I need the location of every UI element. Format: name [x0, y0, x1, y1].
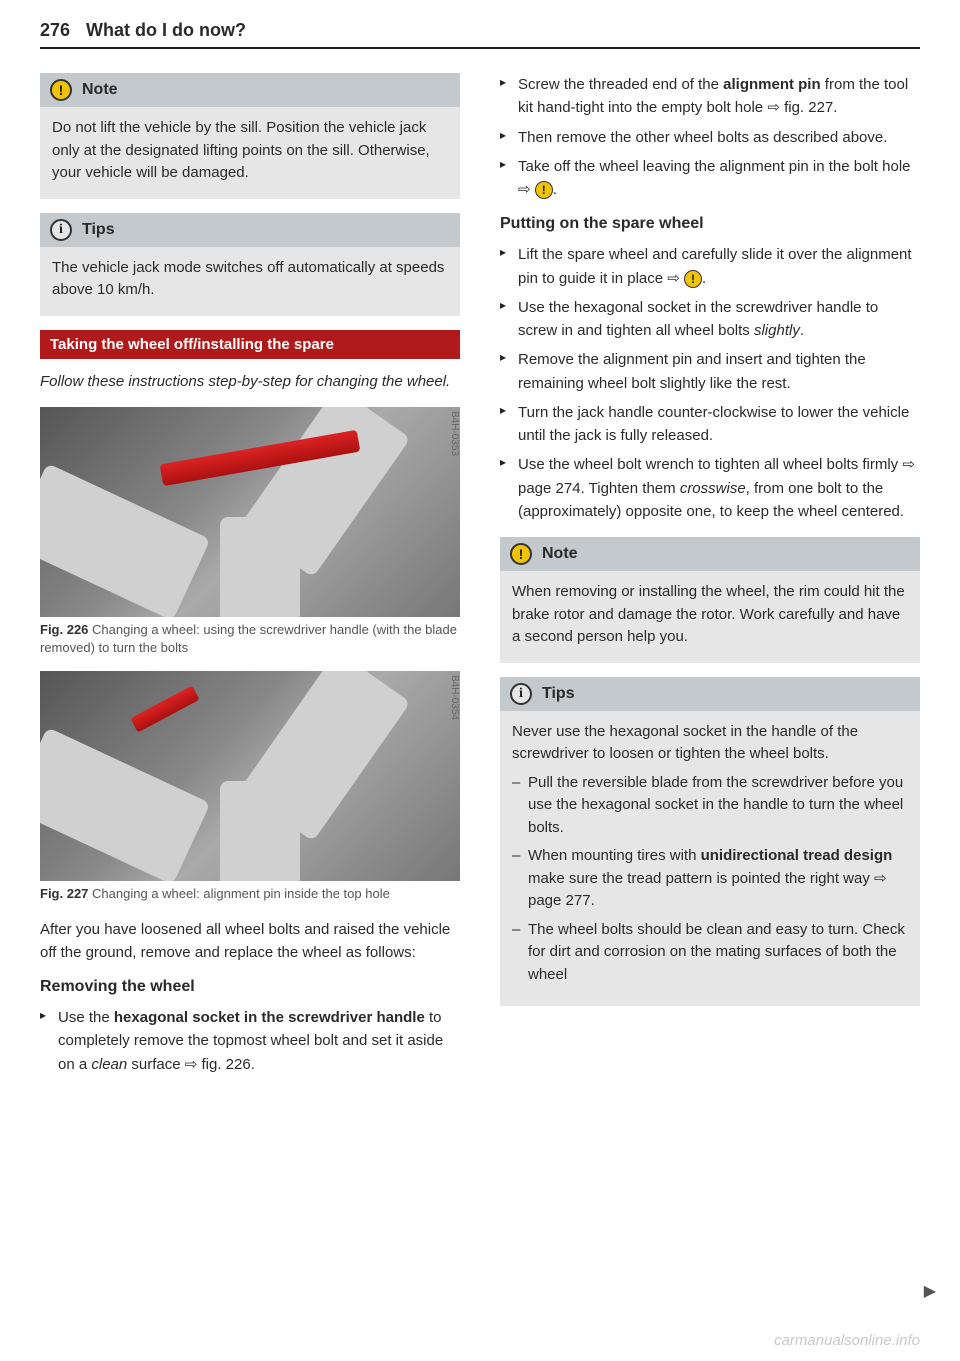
tips-dash-3: The wheel bolts should be clean and easy… — [512, 919, 908, 987]
text-bold: alignment pin — [723, 76, 821, 93]
left-column: ! Note Do not lift the vehicle by the si… — [40, 73, 460, 1090]
figure-226-code: B4H-0353 — [447, 407, 460, 460]
tips-box-1-body: The vehicle jack mode switches off autom… — [40, 247, 460, 306]
right-column: Screw the threaded end of the alignment … — [500, 73, 920, 1090]
tips-dash-2: When mounting tires with unidirectional … — [512, 845, 908, 913]
putting-step-5: Use the wheel bolt wrench to tighten all… — [500, 453, 920, 523]
warning-icon: ! — [510, 543, 532, 565]
note-box-2-header: ! Note — [500, 537, 920, 571]
putting-step-4: Turn the jack handle counter-clockwise t… — [500, 401, 920, 448]
removing-step-3: Then remove the other wheel bolts as des… — [500, 126, 920, 149]
tips-label: Tips — [542, 685, 575, 703]
text: surface — [127, 1056, 185, 1073]
text-italic: crosswise — [680, 480, 746, 497]
tips-box-1: i Tips The vehicle jack mode switches of… — [40, 213, 460, 316]
putting-step-3: Remove the alignment pin and insert and … — [500, 348, 920, 395]
figure-227-caption: Fig. 227 Changing a wheel: alignment pin… — [40, 885, 460, 903]
tips-dash-1: Pull the reversible blade from the screw… — [512, 772, 908, 840]
page-header: 276 What do I do now? — [40, 20, 920, 49]
note-box-1: ! Note Do not lift the vehicle by the si… — [40, 73, 460, 199]
content-columns: ! Note Do not lift the vehicle by the si… — [40, 73, 920, 1090]
warning-icon: ! — [684, 270, 702, 288]
figure-226-image: B4H-0353 — [40, 407, 460, 617]
figure-227-code: B4H-0354 — [447, 671, 460, 724]
tips-label: Tips — [82, 221, 115, 239]
text: . — [553, 181, 557, 198]
tips-box-2-header: i Tips — [500, 677, 920, 711]
section-banner: Taking the wheel off/installing the spar… — [40, 330, 460, 359]
info-icon: i — [50, 219, 72, 241]
note-label: Note — [542, 545, 578, 563]
warning-icon: ! — [50, 79, 72, 101]
text: . — [591, 892, 595, 909]
removing-steps: Use the hexagonal socket in the screwdri… — [40, 1006, 460, 1076]
watermark: carmanualsonline.info — [774, 1332, 920, 1349]
figure-reference: ⇨ fig. 227 — [767, 99, 833, 116]
figure-226-caption-text: Changing a wheel: using the screwdriver … — [40, 622, 457, 655]
alignment-pin-icon — [130, 686, 199, 733]
note-box-2: ! Note When removing or installing the w… — [500, 537, 920, 663]
tips-box-1-header: i Tips — [40, 213, 460, 247]
figure-226-caption: Fig. 226 Changing a wheel: using the scr… — [40, 621, 460, 657]
continue-arrow-icon: ▶ — [924, 1281, 936, 1301]
text: When mounting tires with — [528, 847, 701, 864]
text: . — [833, 99, 837, 116]
page-title: What do I do now? — [86, 20, 246, 41]
text: Use the hexagonal socket in the screwdri… — [518, 299, 878, 339]
note-box-2-body: When removing or installing the wheel, t… — [500, 571, 920, 653]
intro-text: Follow these instructions step-by-step f… — [40, 371, 460, 394]
tips-box-2-body: Never use the hexagonal socket in the ha… — [500, 711, 920, 997]
tips-dash-list: Pull the reversible blade from the screw… — [512, 772, 908, 987]
text-bold: unidirectional tread design — [701, 847, 893, 864]
putting-step-1: Lift the spare wheel and carefully slide… — [500, 243, 920, 290]
text: Lift the spare wheel and carefully slide… — [518, 246, 912, 286]
figure-226: B4H-0353 Fig. 226 Changing a wheel: usin… — [40, 407, 460, 657]
removing-step-4: Take off the wheel leaving the alignment… — [500, 155, 920, 202]
text: Screw the threaded end of the — [518, 76, 723, 93]
page-number: 276 — [40, 20, 70, 41]
figure-227-caption-text: Changing a wheel: alignment pin inside t… — [92, 886, 390, 901]
text: . Tighten them — [581, 480, 680, 497]
figure-227: B4H-0354 Fig. 227 Changing a wheel: alig… — [40, 671, 460, 903]
text-bold: hexagonal socket in the screwdriver hand… — [114, 1009, 425, 1026]
removing-step-1: Use the hexagonal socket in the screwdri… — [40, 1006, 460, 1076]
note-box-1-header: ! Note — [40, 73, 460, 107]
tips-lead-text: Never use the hexagonal socket in the ha… — [512, 723, 858, 763]
warning-icon: ! — [535, 181, 553, 199]
text: Take off the wheel leaving the alignment… — [518, 158, 911, 198]
text: Use the wheel bolt wrench to tighten all… — [518, 456, 902, 473]
figure-227-image: B4H-0354 — [40, 671, 460, 881]
text: . — [800, 322, 804, 339]
text: Use the — [58, 1009, 114, 1026]
putting-heading: Putting on the spare wheel — [500, 215, 920, 233]
info-icon: i — [510, 683, 532, 705]
putting-steps: Lift the spare wheel and carefully slide… — [500, 243, 920, 523]
text: make sure the tread pattern is pointed t… — [528, 870, 874, 887]
text-italic: clean — [91, 1056, 127, 1073]
note-label: Note — [82, 81, 118, 99]
text: . — [251, 1056, 255, 1073]
putting-step-2: Use the hexagonal socket in the screwdri… — [500, 296, 920, 343]
figure-226-label: Fig. 226 — [40, 622, 88, 637]
figure-reference: ⇨ fig. 226 — [185, 1056, 251, 1073]
after-loosen-text: After you have loosened all wheel bolts … — [40, 918, 460, 965]
text: . — [702, 270, 706, 287]
figure-227-label: Fig. 227 — [40, 886, 88, 901]
tips-box-2: i Tips Never use the hexagonal socket in… — [500, 677, 920, 1007]
removing-step-2: Screw the threaded end of the alignment … — [500, 73, 920, 120]
text-italic: slightly — [754, 322, 800, 339]
removing-steps-cont: Screw the threaded end of the alignment … — [500, 73, 920, 201]
note-box-1-body: Do not lift the vehicle by the sill. Pos… — [40, 107, 460, 189]
removing-heading: Removing the wheel — [40, 978, 460, 996]
